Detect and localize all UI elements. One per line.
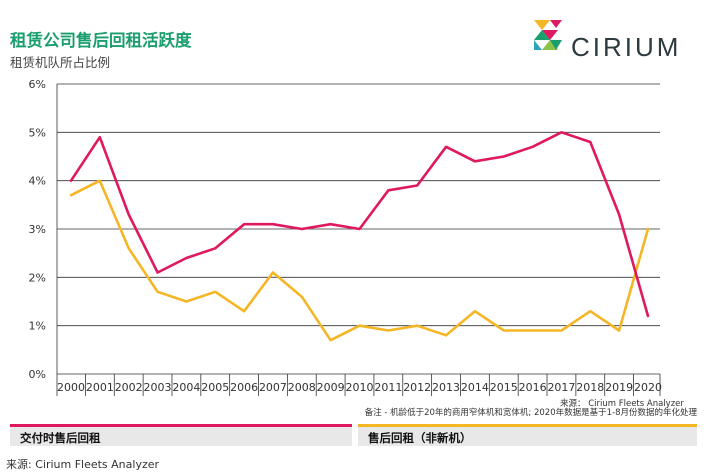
x-tick-label: 2006: [230, 381, 258, 394]
y-tick-label: 2%: [29, 271, 46, 284]
x-tick-label: 2019: [605, 381, 633, 394]
brand-name: CIRIUM: [571, 32, 682, 62]
x-tick-label: 2020: [634, 381, 662, 394]
legend-label-new: 交付时售后回租: [20, 431, 101, 445]
chart-title: 租赁公司售后回租活跃度: [10, 31, 192, 50]
y-tick-label: 4%: [29, 175, 46, 188]
chart-subtitle: 租赁机队所占比例: [10, 55, 111, 70]
legend-new-delivery: 交付时售后回租: [10, 424, 352, 446]
cirium-logo-icon: [534, 20, 562, 50]
x-tick-label: 2008: [288, 381, 316, 394]
x-tick-label: 2011: [374, 381, 402, 394]
y-tick-label: 5%: [29, 126, 46, 139]
y-tick-label: 6%: [29, 78, 46, 91]
x-tick-label: 2014: [461, 381, 489, 394]
bottom-source: 来源: Cirium Fleets Analyzer: [6, 458, 160, 471]
y-tick-label: 3%: [29, 223, 46, 236]
y-tick-label: 0%: [29, 368, 46, 381]
x-tick-label: 2015: [490, 381, 518, 394]
x-tick-label: 2000: [57, 381, 85, 394]
x-tick-label: 2002: [115, 381, 143, 394]
x-tick-label: 2012: [403, 381, 431, 394]
x-tick-label: 2018: [576, 381, 604, 394]
series-line-used: [69, 179, 650, 342]
x-tick-label: 2007: [259, 381, 287, 394]
x-tick-label: 2013: [432, 381, 460, 394]
legend-label-used: 售后回租（非新机）: [368, 431, 472, 445]
x-tick-label: 2001: [86, 381, 114, 394]
x-tick-label: 2016: [519, 381, 547, 394]
legend-used: 售后回租（非新机）: [358, 424, 697, 446]
line-chart: 0%1%2%3%4%5%6%2000 2001 2002 2003 2004 2005 20…: [29, 78, 662, 396]
x-tick-label: 2009: [317, 381, 345, 394]
series-line-new: [69, 131, 650, 318]
footnote: 备注 - 机龄低于20年的商用窄体机和宽体机; 2020年数据是基于1-8月份数…: [364, 408, 697, 418]
x-tick-label: 2017: [547, 381, 575, 394]
x-tick-label: 2003: [144, 381, 172, 394]
x-tick-label: 2004: [172, 381, 200, 394]
x-tick-label: 2010: [346, 381, 374, 394]
source-note: 来源： Cirium Fleets Analyzer: [560, 399, 684, 409]
y-tick-label: 1%: [29, 320, 46, 333]
x-tick-label: 2005: [201, 381, 229, 394]
